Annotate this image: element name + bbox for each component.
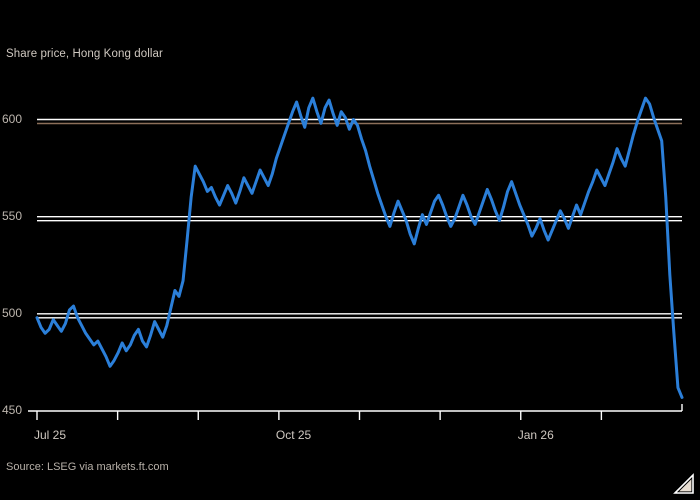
series-group [35, 96, 684, 399]
y-axis-tick-label-450: 450 [2, 403, 23, 417]
ft-corner-logo-icon [673, 473, 694, 494]
x-axis-tick-label-jul-25: Jul 25 [34, 428, 67, 442]
x-axis-tick-label-jan-26: Jan 26 [517, 428, 554, 442]
chart-source: Source: LSEG via markets.ft.com [6, 461, 169, 473]
x-axis-group [28, 404, 683, 420]
y-axis-tick-label-500: 500 [2, 305, 23, 320]
series-line-0 [35, 96, 684, 399]
gridlines-group [37, 118, 682, 319]
y-axis-tick-label-600: 600 [2, 111, 23, 126]
chart-subtitle: Share price, Hong Kong dollar [6, 48, 163, 60]
x-axis-tick-label-oct-25: Oct 25 [275, 428, 312, 442]
y-axis-tick-label-550: 550 [2, 208, 23, 223]
